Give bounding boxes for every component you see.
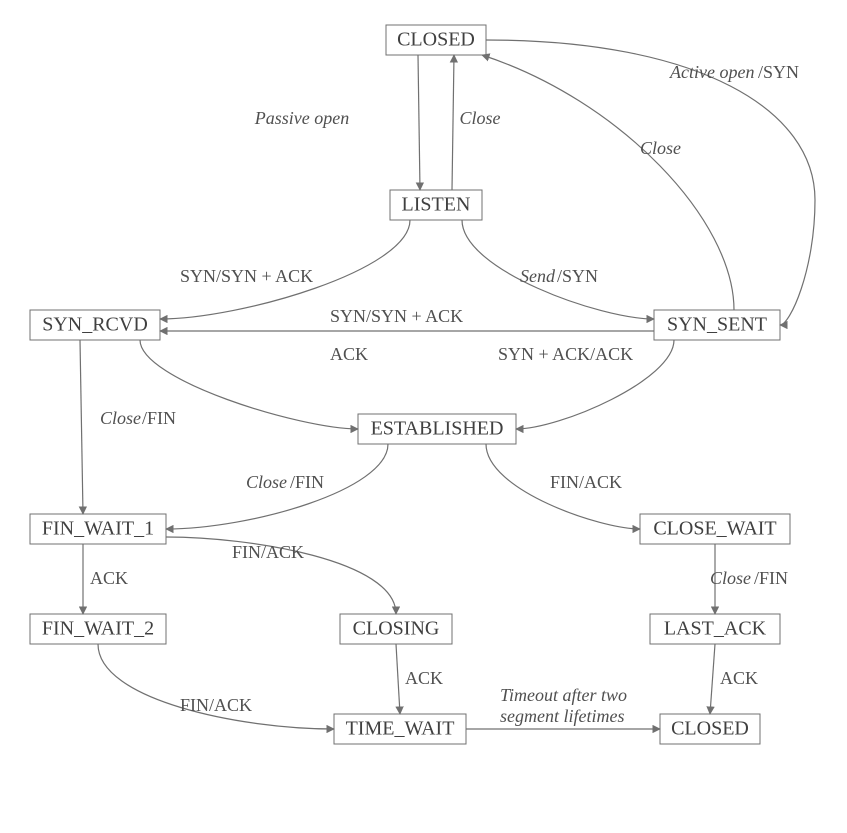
node-label-closing: CLOSING [353,618,440,640]
edge-closed-listen [418,55,420,190]
nodes: CLOSED LISTEN SYN_RCVD SYN_SENT ESTABLISHED F… [30,25,790,744]
edge-label-send: Send [520,266,556,286]
edge-label-close_fin_l: Close [100,408,141,428]
edge-label-ack_last: ACK [720,668,758,688]
node-label-last_ack: LAST_ACK [664,618,767,640]
edge-label-close_fin_l2: /FIN [142,408,176,428]
edge-label-fin_ack_r: FIN/ACK [550,472,622,492]
node-label-fin_wait_1: FIN_WAIT_1 [42,518,154,540]
node-label-closed_top: CLOSED [397,29,475,51]
edge-listen-closed [452,55,454,190]
edge-label-close_fin_r: Close [710,568,751,588]
edge-label-ack_mid: ACK [330,344,368,364]
edge-label-active_open_syn: /SYN [758,62,799,82]
edge-label-close_fin_est2: /FIN [290,472,324,492]
edge-label-synack_ack: SYN + ACK/ACK [498,344,633,364]
edge-label-close_fin_r2: /FIN [754,568,788,588]
node-label-closed_bot: CLOSED [671,718,749,740]
edge-label-fin_ack_mid: FIN/ACK [232,542,304,562]
edge-label-send_syn: /SYN [557,266,598,286]
node-label-time_wait: TIME_WAIT [346,718,455,740]
edge-closing-timewait [396,644,400,714]
node-label-established: ESTABLISHED [371,418,504,440]
node-label-syn_sent: SYN_SENT [667,314,767,336]
edge-label-timeout1: Timeout after two [500,685,627,705]
edge-label-syn_synack_l: SYN/SYN + ACK [180,266,313,286]
edge-label-syn_synack_mid: SYN/SYN + ACK [330,306,463,326]
node-label-syn_rcvd: SYN_RCVD [42,314,148,336]
tcp-state-diagram: CLOSED LISTEN SYN_RCVD SYN_SENT ESTABLISHED F… [0,0,847,833]
edge-label-fin_ack_bot: FIN/ACK [180,695,252,715]
edge-label-close_right: Close [640,138,681,158]
edge-finwait2-timewait [98,644,334,729]
node-label-fin_wait_2: FIN_WAIT_2 [42,618,154,640]
edge-label-ack_l: ACK [90,568,128,588]
edge-label-close_fin_est: Close [246,472,287,492]
edge-lastack-closed [710,644,715,714]
edge-label-ack_closing: ACK [405,668,443,688]
node-label-close_wait: CLOSE_WAIT [653,518,776,540]
edge-synrcvd-finwait1 [80,340,83,514]
node-label-listen: LISTEN [402,194,471,216]
edge-label-timeout2: segment lifetimes [500,706,624,726]
edge-label-passive_open: Passive open [254,108,349,128]
edge-label-active_open: Active open [669,62,754,82]
edge-label-close_top: Close [459,108,500,128]
